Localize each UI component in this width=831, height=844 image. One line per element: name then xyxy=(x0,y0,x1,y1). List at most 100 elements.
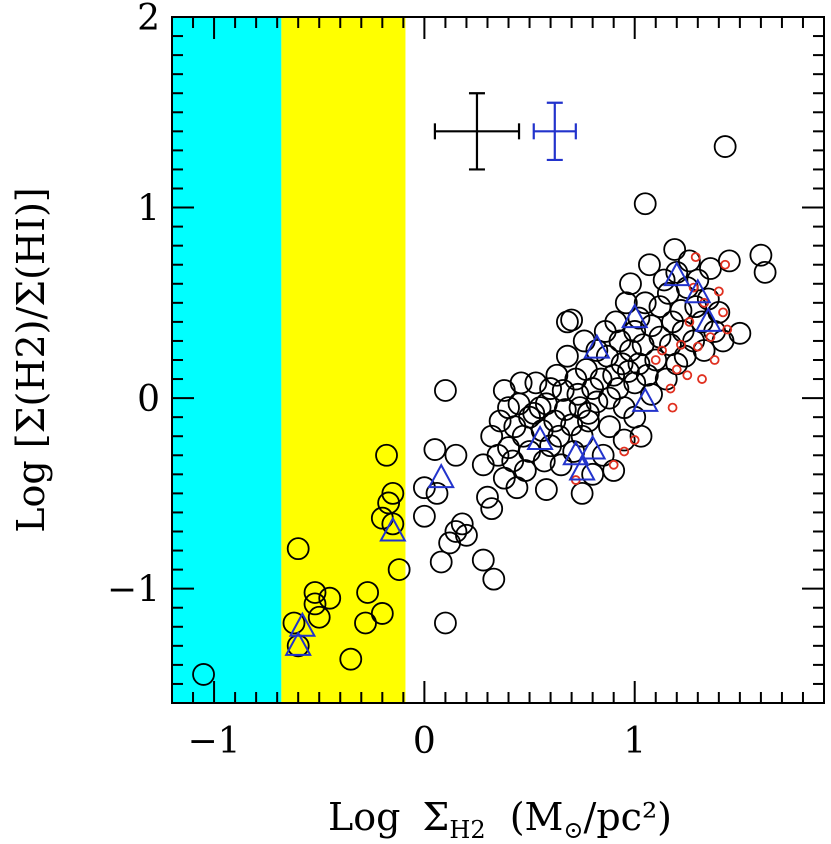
black-circle-point xyxy=(387,558,411,582)
black-circle-point xyxy=(640,382,663,406)
black-circle-point xyxy=(192,663,215,686)
black-circle-point xyxy=(663,238,687,261)
black-circle-point xyxy=(545,363,569,387)
blue-triangle-point xyxy=(578,434,607,460)
black-circle-point xyxy=(354,611,377,635)
black-circles xyxy=(192,135,777,686)
black-circle-point xyxy=(471,453,495,477)
black-circle-point xyxy=(570,481,594,505)
blue-triangles xyxy=(284,261,723,656)
black-circle-point xyxy=(699,257,722,280)
black-circle-point xyxy=(577,409,600,433)
error-bars xyxy=(433,92,577,171)
black-circle-point xyxy=(717,249,741,273)
black-circle-point xyxy=(551,379,575,402)
red-circle-point xyxy=(688,282,699,293)
black-circle-point xyxy=(375,443,398,467)
blue-triangle-point xyxy=(568,455,596,481)
red-circle-point xyxy=(697,374,707,384)
red-circle-point xyxy=(718,307,728,318)
black-circle-point xyxy=(339,647,363,671)
black-circle-point xyxy=(635,363,659,387)
black-circle-point xyxy=(577,401,600,425)
red-circle-point xyxy=(657,345,667,356)
blue-triangle-point xyxy=(526,424,554,451)
red-circle-point xyxy=(684,316,695,327)
black-circle-point xyxy=(434,611,457,635)
black-circle-point xyxy=(602,363,626,387)
y-tick-label: 0 xyxy=(137,379,160,420)
black-circle-point xyxy=(547,424,571,448)
black-circle-point xyxy=(488,409,512,433)
black-circle-point xyxy=(612,428,636,452)
axis-ticks xyxy=(172,16,825,704)
black-circle-point xyxy=(444,520,468,543)
black-circle-point xyxy=(585,390,609,414)
y-tick-label: −1 xyxy=(107,570,160,611)
black-circle-point xyxy=(638,253,661,277)
black-circle-point xyxy=(711,329,735,353)
red-circle-point xyxy=(650,355,661,365)
black-circle-point xyxy=(591,443,615,467)
black-circle-point xyxy=(728,321,752,345)
black-circle-point xyxy=(677,249,701,273)
black-circle-point xyxy=(509,371,533,395)
black-circle-point xyxy=(480,497,504,521)
red-circle-point xyxy=(720,259,731,270)
y-tick-label: 2 xyxy=(137,0,160,39)
black-circle-point xyxy=(356,581,380,604)
blue-triangle-point xyxy=(694,306,723,332)
black-circle-point xyxy=(629,424,653,448)
red-circle-point xyxy=(671,364,682,375)
blue-triangle-point xyxy=(663,261,691,287)
black-circle-point xyxy=(303,592,327,616)
black-circle-point xyxy=(482,567,506,591)
black-circle-point xyxy=(524,371,548,395)
black-circle-point xyxy=(412,504,436,528)
data-points xyxy=(192,135,777,686)
black-errorbar xyxy=(433,92,521,171)
red-circle-point xyxy=(722,324,733,335)
blue-triangle-point xyxy=(284,630,312,656)
black-circle-point xyxy=(438,531,462,555)
black-circle-point xyxy=(707,300,731,324)
tick-labels: −1 0 1 −1 0 1 2 xyxy=(107,0,646,762)
black-circle-point xyxy=(610,352,634,376)
black-circle-point xyxy=(556,310,579,334)
red-circle-point xyxy=(676,339,686,350)
blue-triangle-point xyxy=(427,463,455,489)
black-circle-point xyxy=(556,344,579,368)
black-circle-point xyxy=(581,462,605,486)
black-circle-point xyxy=(307,605,331,629)
black-circle-point xyxy=(652,268,676,292)
black-circle-point xyxy=(303,581,327,604)
blue-triangle-point xyxy=(684,278,712,304)
red-circle-point xyxy=(667,402,678,413)
black-circle-point xyxy=(692,339,716,362)
black-circle-point xyxy=(370,602,394,625)
red-circle-point xyxy=(665,383,676,394)
black-circle-point xyxy=(455,523,478,547)
black-circle-point xyxy=(589,367,613,391)
cyan-region xyxy=(172,17,282,703)
black-circle-point xyxy=(423,438,447,461)
x-tick-label: 0 xyxy=(413,721,436,762)
red-circle-point xyxy=(682,370,693,381)
black-circle-point xyxy=(429,550,453,574)
black-circle-point xyxy=(282,611,306,635)
black-circle-point xyxy=(623,371,647,395)
red-circle-point xyxy=(692,341,703,352)
black-circle-point xyxy=(753,260,777,284)
blue-triangle-point xyxy=(631,386,659,412)
blue-triangle-point xyxy=(562,440,590,466)
red-circle-point xyxy=(619,446,630,457)
black-circle-point xyxy=(614,291,638,315)
black-circle-point xyxy=(553,398,577,421)
yellow-region xyxy=(281,17,406,703)
red-circle-point xyxy=(713,286,724,297)
black-circle-point xyxy=(534,478,558,501)
black-circle-point xyxy=(476,485,499,509)
black-circle-point xyxy=(598,386,621,410)
blue-errorbar xyxy=(532,101,577,162)
